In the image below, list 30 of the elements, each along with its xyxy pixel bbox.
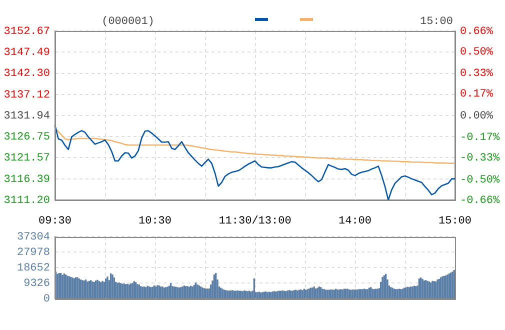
x-tick-label: 14:00 [338, 216, 372, 228]
y2-tick-label: -0.66% [460, 194, 500, 207]
y-tick-label: 3116.39 [4, 174, 50, 186]
y-tick-label: 3142.30 [4, 68, 50, 80]
y-tick-label: 3147.49 [4, 47, 50, 60]
y-tick-label: 3111.20 [4, 194, 50, 207]
y-tick-label: 9326 [24, 278, 50, 290]
y2-tick-label: -0.17% [460, 132, 500, 144]
y2-tick-label: -0.50% [460, 174, 500, 186]
y-tick-label: 37304 [16, 232, 50, 244]
y-tick-label: 3131.94 [4, 110, 50, 122]
x-tick-label: 09:30 [38, 216, 72, 228]
y-tick-label: 18652 [16, 262, 50, 274]
y-tick-label: 3121.57 [4, 152, 50, 165]
y2-tick-label: 0.33% [460, 68, 494, 80]
x-tick-label: 15:00 [438, 216, 472, 228]
y-tick-label: 0 [43, 293, 50, 306]
text: 15:00 [420, 16, 453, 28]
y2-tick-label: 0.00% [460, 110, 494, 122]
y2-tick-label: 0.17% [460, 88, 494, 101]
y-tick-label: 3137.12 [4, 89, 50, 102]
y2-tick-label: 0.50% [460, 46, 494, 58]
y-tick-label: 27978 [16, 246, 50, 259]
y2-tick-label: -0.33% [460, 152, 500, 165]
chart-title: (000001) [102, 16, 154, 28]
x-tick-label: 10:30 [138, 216, 172, 228]
y-tick-label: 3126.75 [4, 132, 50, 144]
y-tick-label: 3152.67 [4, 26, 50, 38]
y2-tick-label: 0.66% [460, 26, 494, 38]
x-tick-label: 11:30/13:00 [218, 216, 292, 228]
